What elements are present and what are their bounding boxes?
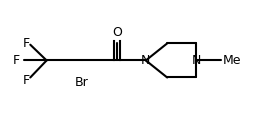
- Text: Br: Br: [75, 76, 89, 89]
- Text: F: F: [23, 37, 30, 50]
- Text: O: O: [112, 26, 122, 39]
- Text: F: F: [23, 74, 30, 87]
- Text: N: N: [141, 54, 151, 67]
- Text: F: F: [13, 54, 20, 67]
- Text: Me: Me: [223, 54, 241, 67]
- Text: N: N: [192, 54, 201, 67]
